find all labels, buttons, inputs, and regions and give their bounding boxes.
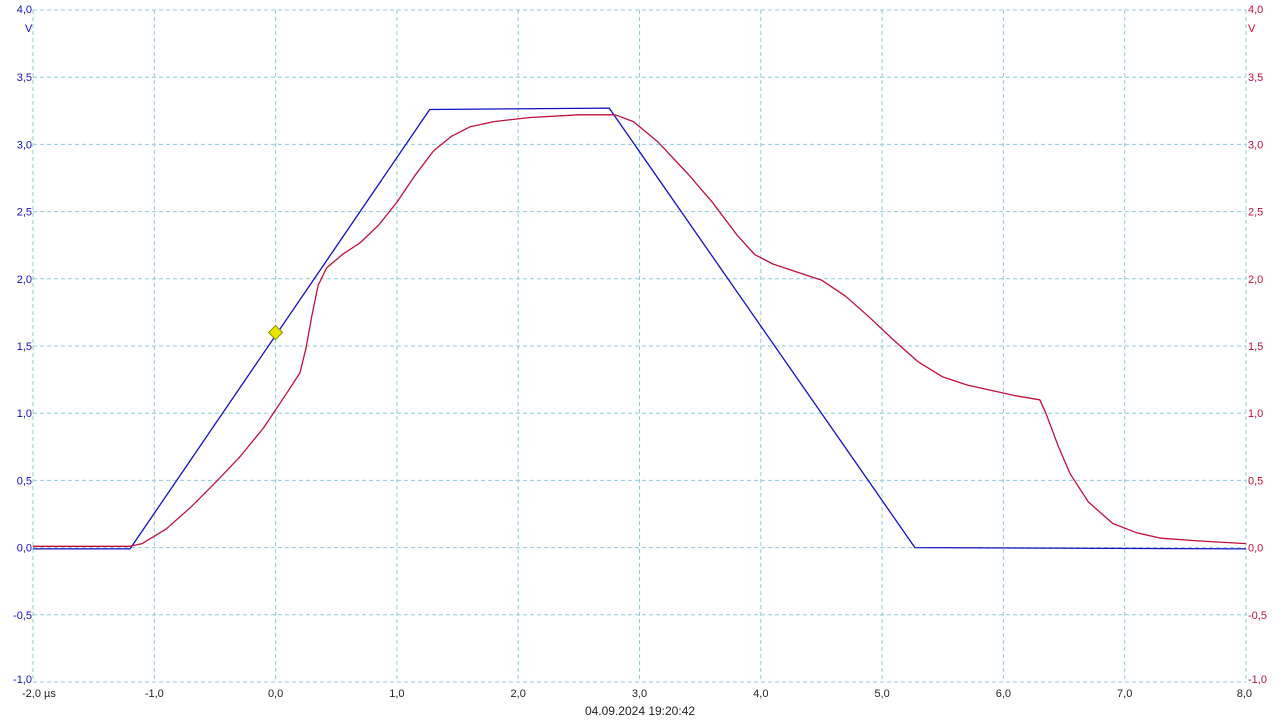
right-tick-label-1: -0,5 xyxy=(1248,610,1267,622)
series-layer xyxy=(33,107,1247,550)
x-tick-label-1: -1,0 xyxy=(145,688,164,700)
right-tick-label-8: 3,0 xyxy=(1248,139,1263,151)
left-tick-label-3: 0,5 xyxy=(17,475,32,487)
left-tick-label-4: 1,0 xyxy=(17,408,32,420)
left-tick-label-5: 1,5 xyxy=(17,341,32,353)
right-tick-label-3: 0,5 xyxy=(1248,475,1263,487)
x-tick-label-7: 5,0 xyxy=(874,688,889,700)
left-axis-ticks: -1,0 -0,5 0,0 0,5 1,0 1,5 2,0 2,5 3,0 3,5 4,0 xyxy=(13,4,32,686)
x-tick-label-0: -2,0 µs xyxy=(22,688,56,700)
left-tick-label-0: -1,0 xyxy=(13,674,32,686)
grid-lines xyxy=(32,9,1247,683)
series-line-1 xyxy=(33,114,1247,547)
left-tick-label-6: 2,0 xyxy=(17,274,32,286)
series-line-0 xyxy=(33,107,1247,550)
right-axis-ticks: -1,0 -0,5 0,0 0,5 1,0 1,5 2,0 2,5 3,0 3,5 4,0 xyxy=(1248,4,1267,686)
trigger-marker-layer[interactable] xyxy=(267,324,284,341)
right-tick-label-10: 4,0 xyxy=(1248,4,1263,16)
right-tick-label-4: 1,0 xyxy=(1248,408,1263,420)
left-tick-label-2: 0,0 xyxy=(17,543,32,555)
right-tick-label-7: 2,5 xyxy=(1248,207,1263,219)
x-axis-ticks: -2,0 µs -1,0 0,0 1,0 2,0 3,0 4,0 5,0 6,0 7,0 8,0 xyxy=(22,688,1252,700)
x-tick-label-6: 4,0 xyxy=(753,688,768,700)
x-tick-label-4: 2,0 xyxy=(511,688,526,700)
right-tick-label-0: -1,0 xyxy=(1248,674,1267,686)
left-tick-label-9: 3,5 xyxy=(17,72,32,84)
left-tick-label-1: -0,5 xyxy=(13,610,32,622)
timestamp: 04.09.2024 19:20:42 xyxy=(585,704,695,718)
x-tick-label-3: 1,0 xyxy=(389,688,404,700)
right-tick-label-2: 0,0 xyxy=(1248,543,1263,555)
left-tick-label-8: 3,0 xyxy=(17,139,32,151)
right-tick-label-9: 3,5 xyxy=(1248,72,1263,84)
x-tick-label-2: 0,0 xyxy=(268,688,283,700)
x-tick-label-10: 8,0 xyxy=(1237,688,1252,700)
trigger-marker[interactable] xyxy=(267,324,284,341)
x-tick-label-8: 6,0 xyxy=(996,688,1011,700)
left-tick-label-10: 4,0 xyxy=(17,4,32,16)
left-axis-unit: V xyxy=(25,23,33,35)
right-tick-label-6: 2,0 xyxy=(1248,274,1263,286)
x-tick-label-9: 7,0 xyxy=(1117,688,1132,700)
right-tick-label-5: 1,5 xyxy=(1248,341,1263,353)
left-tick-label-7: 2,5 xyxy=(17,207,32,219)
right-axis-unit: V xyxy=(1248,23,1256,35)
x-tick-label-5: 3,0 xyxy=(632,688,647,700)
